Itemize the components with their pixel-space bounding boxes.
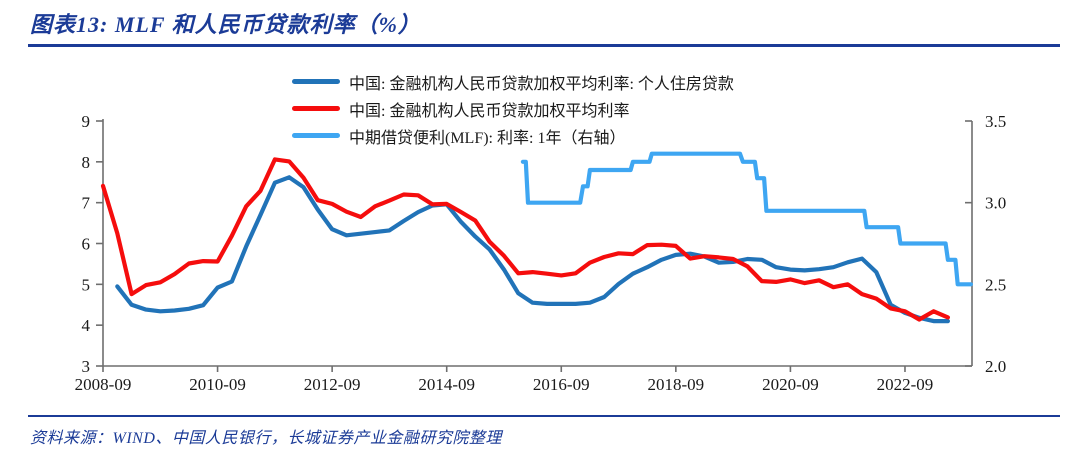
overall-loan-line-swatch: [292, 106, 340, 111]
figure-header: 图表13: MLF 和人民币贷款利率（%）: [30, 7, 421, 39]
axis-tick-label: 3: [82, 357, 91, 376]
axis-tick-label: 2008-09: [75, 375, 132, 394]
figure-title: 图表13: MLF 和人民币贷款利率（%）: [30, 12, 421, 37]
axis-tick-label: 8: [82, 153, 91, 172]
legend-label: 中国: 金融机构人民币贷款加权平均利率: [349, 102, 630, 120]
axis-tick-label: 2022-09: [877, 375, 934, 394]
right-axis: 2.0 2.5 3.0 3.5: [965, 112, 1006, 376]
axis-tick-label: 6: [82, 235, 91, 254]
axis-tick-label: 2010-09: [189, 375, 246, 394]
source-note: 资料来源：WIND、中国人民银行，长城证券产业金融研究院整理: [30, 430, 502, 447]
axis-tick-label: 5: [82, 275, 91, 294]
axis-tick-label: 3.0: [985, 194, 1006, 213]
axis-tick-label: 9: [82, 112, 91, 131]
legend-label: 中期借贷便利(MLF): 利率: 1年（右轴）: [349, 129, 626, 147]
axis-tick-label: 2.0: [985, 357, 1006, 376]
left-axis: 3 4 5 6 7 8 9: [82, 112, 104, 376]
axis-tick-label: 2.5: [985, 275, 1006, 294]
housing-loan-line-swatch: [292, 79, 340, 84]
axis-tick-label: 4: [82, 316, 91, 335]
legend-item-overall-loan: 中国: 金融机构人民币贷款加权平均利率: [292, 95, 734, 122]
axis-tick-label: 2020-09: [762, 375, 819, 394]
axis-tick-label: 2012-09: [304, 375, 361, 394]
series-line-housing-loan-rate: [115, 175, 951, 324]
x-axis: 2008-09 2010-09 2012-09 2014-09 2016-09 2018-…: [75, 365, 972, 394]
axis-tick-label: 2018-09: [648, 375, 705, 394]
axis-tick-label: 2014-09: [418, 375, 475, 394]
axis-tick-label: 3.5: [985, 112, 1006, 131]
legend-item-mlf: 中期借贷便利(MLF): 利率: 1年（右轴）: [292, 122, 734, 149]
chart-legend: 中国: 金融机构人民币贷款加权平均利率: 个人住房贷款 中国: 金融机构人民币贷…: [292, 68, 734, 149]
series-line-mlf-1y-rate: [520, 151, 974, 287]
axis-tick-label: 2016-09: [533, 375, 590, 394]
footer-divider: [28, 415, 1060, 417]
mlf-line-swatch: [292, 133, 340, 138]
title-divider: [28, 44, 1060, 47]
axis-tick-label: 7: [82, 194, 91, 213]
legend-label: 中国: 金融机构人民币贷款加权平均利率: 个人住房贷款: [349, 75, 734, 93]
legend-item-housing-loan: 中国: 金融机构人民币贷款加权平均利率: 个人住房贷款: [292, 68, 734, 95]
series-line-overall-loan-rate: [100, 157, 951, 322]
